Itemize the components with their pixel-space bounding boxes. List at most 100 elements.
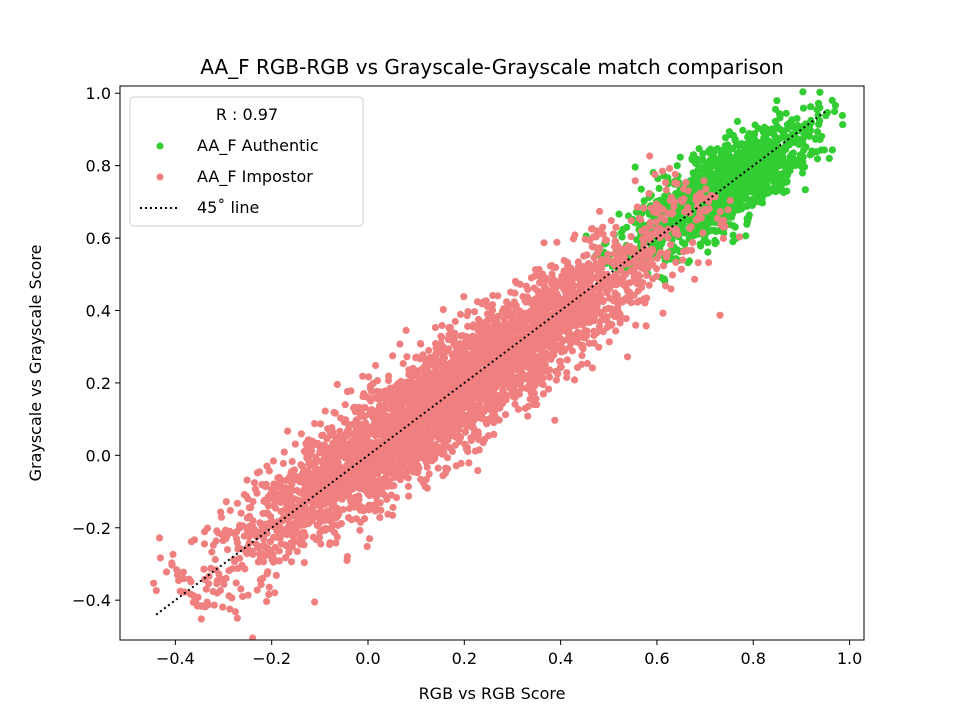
impostor-point: [432, 339, 440, 348]
impostor-point: [288, 457, 296, 466]
impostor-point: [416, 388, 424, 396]
authentic-point: [655, 184, 663, 192]
impostor-point: [585, 292, 593, 300]
authentic-point: [802, 143, 810, 151]
authentic-point: [758, 199, 767, 207]
authentic-point: [761, 190, 769, 198]
impostor-point: [638, 227, 646, 235]
impostor-point: [376, 395, 384, 403]
authentic-point: [689, 169, 697, 177]
authentic-point: [701, 221, 710, 229]
impostor-point: [596, 207, 604, 215]
authentic-point: [779, 128, 787, 136]
impostor-point: [416, 449, 424, 458]
authentic-point: [695, 145, 703, 153]
authentic-point: [699, 150, 707, 158]
impostor-point: [233, 614, 241, 622]
impostor-point: [419, 351, 427, 359]
impostor-point: [416, 340, 425, 348]
authentic-point: [751, 121, 759, 129]
impostor-point: [673, 180, 681, 188]
authentic-point: [815, 120, 823, 128]
impostor-point: [336, 427, 344, 435]
impostor-point: [627, 233, 635, 241]
impostor-point: [497, 393, 505, 401]
impostor-point: [437, 332, 445, 340]
impostor-point: [633, 277, 641, 285]
impostor-point: [233, 499, 241, 507]
authentic-point: [741, 149, 750, 157]
impostor-point: [285, 477, 294, 485]
authentic-point: [754, 176, 763, 184]
impostor-point: [237, 585, 245, 593]
impostor-point: [642, 322, 650, 330]
impostor-point: [413, 370, 421, 378]
authentic-point: [676, 153, 684, 161]
impostor-point: [578, 351, 586, 360]
impostor-point: [666, 164, 674, 173]
impostor-point: [502, 411, 510, 419]
impostor-point: [568, 347, 577, 355]
impostor-point: [300, 541, 308, 549]
impostor-point: [331, 409, 339, 417]
impostor-point: [156, 554, 164, 562]
impostor-point: [619, 245, 627, 253]
impostor-point: [667, 241, 675, 249]
impostor-point: [511, 400, 519, 408]
impostor-point: [249, 634, 257, 640]
impostor-point: [515, 390, 524, 398]
impostor-point: [511, 289, 519, 297]
impostor-point: [190, 536, 199, 544]
impostor-point: [687, 223, 695, 231]
authentic-point: [825, 154, 833, 162]
impostor-point: [173, 566, 181, 574]
impostor-point: [431, 440, 439, 449]
impostor-point: [263, 597, 271, 606]
authentic-point: [817, 146, 825, 154]
impostor-point: [384, 376, 393, 385]
authentic-point: [757, 141, 765, 149]
impostor-point: [245, 522, 254, 531]
authentic-point: [615, 210, 623, 218]
authentic-point: [771, 138, 779, 146]
impostor-point: [231, 558, 239, 566]
impostor-point: [270, 501, 278, 509]
authentic-point: [704, 239, 712, 247]
impostor-point: [312, 453, 320, 461]
impostor-point: [640, 204, 648, 212]
impostor-point: [451, 317, 459, 326]
impostor-point: [581, 235, 589, 243]
impostor-point: [333, 380, 341, 388]
impostor-point: [619, 274, 627, 282]
impostor-point: [263, 462, 271, 470]
impostor-point: [607, 217, 615, 225]
impostor-point: [578, 342, 586, 350]
impostor-point: [327, 525, 335, 533]
impostor-point: [726, 197, 734, 205]
impostor-point: [169, 550, 177, 559]
impostor-point: [355, 502, 363, 510]
impostor-point: [705, 259, 713, 267]
impostor-point: [605, 338, 613, 346]
impostor-point: [298, 516, 306, 524]
impostor-point: [417, 475, 425, 483]
impostor-point: [641, 265, 649, 273]
authentic-point: [759, 128, 768, 136]
impostor-point: [511, 277, 519, 285]
authentic-point: [754, 150, 762, 158]
authentic-point: [746, 159, 754, 167]
authentic-point: [764, 144, 772, 152]
impostor-point: [275, 557, 283, 565]
authentic-point: [732, 178, 741, 186]
impostor-point: [356, 526, 364, 534]
impostor-point: [478, 300, 486, 308]
impostor-point: [651, 230, 659, 238]
impostor-point: [333, 533, 341, 541]
authentic-point: [768, 162, 776, 170]
impostor-point: [315, 533, 324, 542]
impostor-point: [366, 423, 374, 431]
impostor-point: [460, 363, 468, 371]
authentic-point: [720, 154, 728, 162]
impostor-point: [180, 575, 188, 583]
impostor-point: [247, 504, 255, 512]
